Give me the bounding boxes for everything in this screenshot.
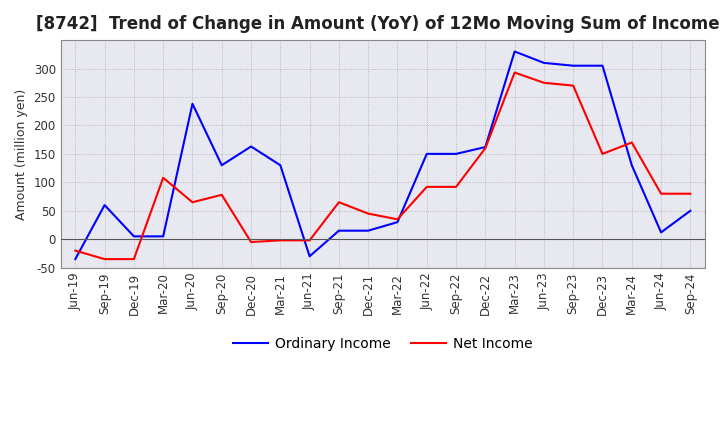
Ordinary Income (393, 220, 402, 225)
Net Income (451, 184, 460, 190)
Ordinary Income (247, 144, 256, 149)
Ordinary Income (217, 163, 226, 168)
Ordinary Income (510, 49, 519, 54)
Line: Ordinary Income: Ordinary Income (76, 51, 690, 259)
Net Income (100, 257, 109, 262)
Ordinary Income (130, 234, 138, 239)
Net Income (423, 184, 431, 190)
Ordinary Income (100, 202, 109, 208)
Ordinary Income (364, 228, 372, 233)
Ordinary Income (657, 230, 665, 235)
Ordinary Income (686, 208, 695, 213)
Y-axis label: Amount (million yen): Amount (million yen) (15, 88, 28, 220)
Net Income (686, 191, 695, 196)
Title: [8742]  Trend of Change in Amount (YoY) of 12Mo Moving Sum of Incomes: [8742] Trend of Change in Amount (YoY) o… (36, 15, 720, 33)
Legend: Ordinary Income, Net Income: Ordinary Income, Net Income (228, 331, 538, 356)
Net Income (71, 248, 80, 253)
Ordinary Income (481, 144, 490, 150)
Ordinary Income (539, 60, 548, 66)
Ordinary Income (71, 257, 80, 262)
Ordinary Income (423, 151, 431, 157)
Net Income (481, 146, 490, 151)
Ordinary Income (451, 151, 460, 157)
Net Income (510, 70, 519, 75)
Net Income (130, 257, 138, 262)
Ordinary Income (188, 101, 197, 106)
Net Income (276, 238, 284, 243)
Net Income (159, 175, 168, 180)
Ordinary Income (598, 63, 607, 68)
Ordinary Income (159, 234, 168, 239)
Line: Net Income: Net Income (76, 73, 690, 259)
Ordinary Income (569, 63, 577, 68)
Net Income (188, 200, 197, 205)
Net Income (305, 238, 314, 243)
Net Income (539, 80, 548, 85)
Ordinary Income (335, 228, 343, 233)
Ordinary Income (276, 163, 284, 168)
Net Income (569, 83, 577, 88)
Ordinary Income (305, 253, 314, 259)
Net Income (657, 191, 665, 196)
Net Income (247, 239, 256, 245)
Net Income (598, 151, 607, 157)
Net Income (335, 200, 343, 205)
Net Income (627, 140, 636, 145)
Ordinary Income (627, 163, 636, 168)
Net Income (364, 211, 372, 216)
Net Income (393, 216, 402, 222)
Net Income (217, 192, 226, 198)
